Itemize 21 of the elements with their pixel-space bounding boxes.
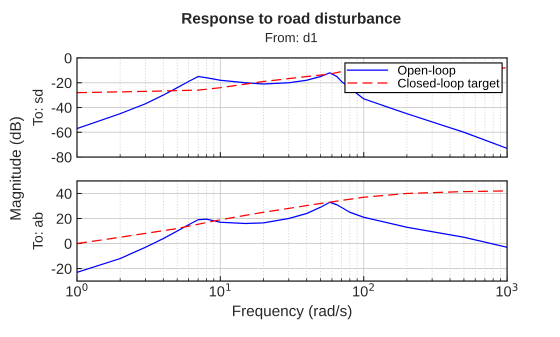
x-tick-label: 10$^{2}$ (353, 283, 374, 297)
x-tick-label: 10$^{3}$ (496, 283, 518, 297)
text: Magnitude (dB) (10, 117, 24, 220)
y-axis-title: To: ab (32, 212, 43, 250)
y-tick-label: -60 (52, 127, 72, 138)
y-tick-label: -20 (52, 78, 72, 88)
x-axis-title: Frequency (rad/s) (233, 305, 352, 320)
x-tick-label: 10$^{1}$ (210, 283, 231, 297)
legend-label: Open-loop (398, 65, 456, 78)
y-tick-label: 40 (56, 188, 72, 199)
y-axis-title: To: sd (32, 90, 43, 126)
y-tick-label: 20 (56, 214, 72, 224)
chart-title: Response to road disturbance (182, 12, 401, 27)
y-tick-label: 0 (64, 238, 72, 249)
x-tick-label: 10$^{0}$ (66, 283, 88, 297)
y-tick-label: -20 (52, 264, 72, 274)
y-tick-label: -80 (52, 152, 72, 162)
y-tick-label: 0 (64, 53, 72, 64)
legend-label: Closed-loop target (398, 78, 500, 90)
y-tick-label: -40 (52, 102, 72, 113)
chart-subtitle: From: d1 (266, 32, 317, 42)
